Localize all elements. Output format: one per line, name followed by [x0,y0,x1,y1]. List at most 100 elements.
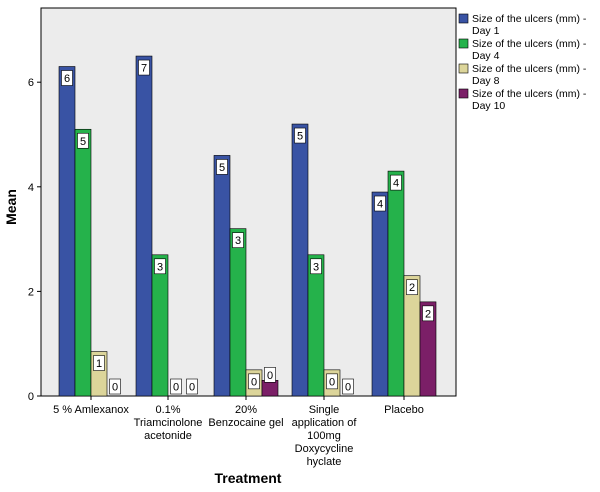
data-label-value: 2 [425,308,431,320]
y-tick-label: 6 [28,77,34,89]
bar [135,55,153,397]
data-label-value: 0 [173,382,179,394]
data-label: 0 [264,367,276,383]
legend-label: Size of the ulcers (mm) - [472,13,587,25]
data-label: 1 [93,355,105,371]
data-label-box [406,279,418,296]
legend-label: Day 8 [472,75,500,87]
data-label-value: 3 [157,261,163,273]
x-category-label: hyclate [307,456,342,468]
y-axis: 0 2 4 6 [28,77,41,403]
bar [151,254,169,397]
y-tick-label: 4 [28,182,34,194]
y-tick-label: 0 [28,391,34,403]
data-label-box [310,258,322,275]
data-label: 5 [77,132,89,149]
legend-label: Day 10 [472,100,505,112]
data-label: 3 [310,258,322,275]
legend-swatch [458,38,469,49]
bar [307,254,325,397]
data-label: 0 [326,373,338,390]
y-tick-label: 2 [28,286,34,298]
data-label-box [138,59,150,76]
legend-label: Size of the ulcers (mm) - [472,38,587,50]
bar [387,170,405,397]
data-label: 0 [248,373,260,390]
bar [213,155,231,397]
data-label-value: 0 [112,382,118,394]
x-category-label: 100mg [307,430,341,442]
data-label-value: 3 [313,261,319,273]
data-label-value: 3 [235,235,241,247]
bar [229,228,247,397]
data-label-box [216,159,228,175]
data-label: 0 [342,378,354,395]
data-label: 3 [154,258,166,275]
data-label-box [390,174,402,191]
data-label: 2 [422,305,434,322]
data-label-box [93,355,105,371]
data-label-box [109,378,121,395]
legend-label: Size of the ulcers (mm) - [472,88,587,100]
data-label-value: 5 [80,136,86,148]
data-label-value: 5 [219,162,225,174]
data-label-box [170,378,182,395]
data-label-box [326,373,338,390]
data-label-value: 6 [64,73,70,85]
legend-item: Size of the ulcers (mm) -Day 8 [458,63,587,87]
legend-item: Size of the ulcers (mm) -Day 4 [458,38,587,62]
x-category-label: acetonide [144,430,192,442]
data-label: 5 [294,127,306,144]
data-label-value: 0 [329,376,335,388]
x-category-label: Single [309,404,340,416]
data-label: 3 [232,232,244,248]
data-label-value: 7 [141,63,147,75]
x-category-label: Triamcinolone [134,417,203,429]
legend-label: Day 4 [472,50,500,62]
data-label-value: 4 [377,199,383,211]
data-label: 2 [406,279,418,296]
data-label: 6 [61,70,73,86]
legend-label: Day 1 [472,25,500,37]
legend-item: Size of the ulcers (mm) -Day 1 [458,13,587,37]
data-label-value: 1 [96,358,102,370]
x-category-label: application of [292,417,358,429]
data-label: 4 [374,195,386,212]
legend-label: Size of the ulcers (mm) - [472,63,587,75]
data-label-value: 4 [393,178,399,190]
bar [58,66,76,397]
bar [371,191,389,397]
bar [261,380,279,397]
bars-group [58,55,437,397]
data-label-box [186,378,198,395]
bar [291,123,309,397]
data-label-box [61,70,73,86]
x-category-label: Benzocaine gel [208,417,283,429]
data-label-box [232,232,244,248]
data-label: 7 [138,59,150,76]
data-label-value: 0 [267,370,273,382]
legend-swatch [458,13,469,24]
bar [419,301,437,397]
data-label-box [294,127,306,144]
legend-item: Size of the ulcers (mm) -Day 10 [458,88,587,112]
data-label: 4 [390,174,402,191]
data-label: 0 [109,378,121,395]
legend-swatch [458,88,469,99]
bar [74,128,92,397]
data-label-box [154,258,166,275]
data-label-value: 5 [297,131,303,143]
x-category-label: 5 % Amlexanox [53,404,129,416]
data-label-box [77,132,89,149]
y-axis-title: Mean [3,189,19,225]
data-label-value: 0 [345,382,351,394]
data-label-box [374,195,386,212]
x-axis-title: Treatment [215,470,282,486]
data-label: 5 [216,159,228,175]
data-label-box [264,367,276,383]
data-label-value: 0 [251,376,257,388]
